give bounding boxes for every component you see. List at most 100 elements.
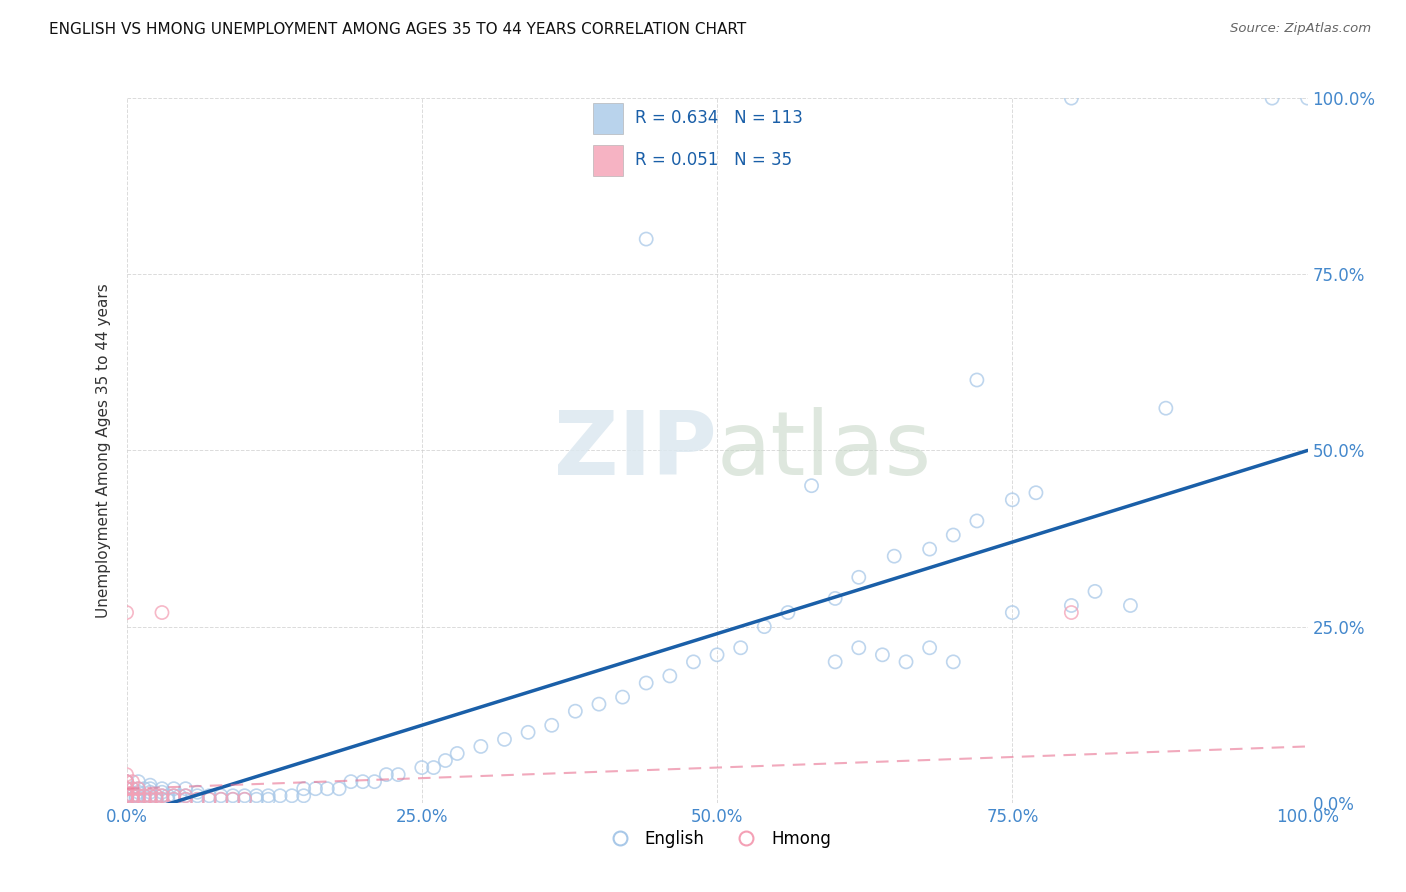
Point [121,781,143,796]
Point [1119,599,1142,613]
Point [174,792,197,806]
Point [848,640,870,655]
FancyBboxPatch shape [592,145,623,176]
Point [257,792,280,806]
Point [115,789,138,803]
Point [352,774,374,789]
Point [163,789,186,803]
Text: R = 0.051   N = 35: R = 0.051 N = 35 [636,151,792,169]
Point [942,528,965,542]
Point [145,789,167,803]
Point [186,792,208,806]
Point [174,792,197,806]
Point [115,774,138,789]
Point [121,781,143,796]
Point [115,774,138,789]
Point [658,669,681,683]
Point [222,789,245,803]
Point [494,732,516,747]
Point [540,718,562,732]
Point [174,789,197,803]
Point [375,767,398,781]
Point [127,789,149,803]
Point [150,789,173,803]
Point [1001,606,1024,620]
Point [115,792,138,806]
Point [145,792,167,806]
Point [127,781,149,796]
Point [411,760,433,774]
Point [233,792,256,806]
Point [127,792,149,806]
Point [134,781,156,796]
Point [966,514,988,528]
Point [824,591,846,606]
Point [115,774,138,789]
Point [115,606,138,620]
Point [612,690,634,705]
Point [134,792,156,806]
Point [636,676,658,690]
Point [198,792,221,806]
Point [127,792,149,806]
Point [754,619,776,633]
Point [115,781,138,796]
Point [198,789,221,803]
Point [1060,606,1083,620]
Point [115,781,138,796]
Point [163,792,186,806]
Point [446,747,468,761]
Point [209,792,232,806]
Point [222,792,245,806]
Text: Source: ZipAtlas.com: Source: ZipAtlas.com [1230,22,1371,36]
Point [209,792,232,806]
Point [150,785,173,799]
Point [150,781,173,796]
Point [150,792,173,806]
Point [121,789,143,803]
Point [115,781,138,796]
Point [115,792,138,806]
Point [233,792,256,806]
Point [115,789,138,803]
Point [517,725,540,739]
Point [470,739,492,754]
Point [186,792,208,806]
Point [894,655,917,669]
Text: ZIP: ZIP [554,407,717,494]
Point [139,792,162,806]
Point [134,789,156,803]
Point [434,754,457,768]
Point [636,232,658,246]
Point [872,648,894,662]
Point [257,789,280,803]
Point [115,789,138,803]
Point [139,785,162,799]
Point [127,781,149,796]
Point [156,792,179,806]
Point [292,781,315,796]
Point [1154,401,1177,416]
Point [363,774,385,789]
Point [1060,599,1083,613]
Point [186,789,208,803]
Point [186,785,208,799]
Point [150,792,173,806]
Point [564,704,586,718]
Point [139,781,162,796]
Text: R = 0.634   N = 113: R = 0.634 N = 113 [636,109,803,128]
Point [245,792,267,806]
Text: atlas: atlas [717,407,932,494]
FancyBboxPatch shape [592,103,623,134]
Point [145,792,167,806]
Point [121,789,143,803]
Point [966,373,988,387]
Point [1060,91,1083,105]
Point [115,792,138,806]
Point [316,781,339,796]
Y-axis label: Unemployment Among Ages 35 to 44 years: Unemployment Among Ages 35 to 44 years [96,283,111,618]
Point [139,778,162,792]
Point [115,781,138,796]
Point [174,789,197,803]
Point [422,760,444,774]
